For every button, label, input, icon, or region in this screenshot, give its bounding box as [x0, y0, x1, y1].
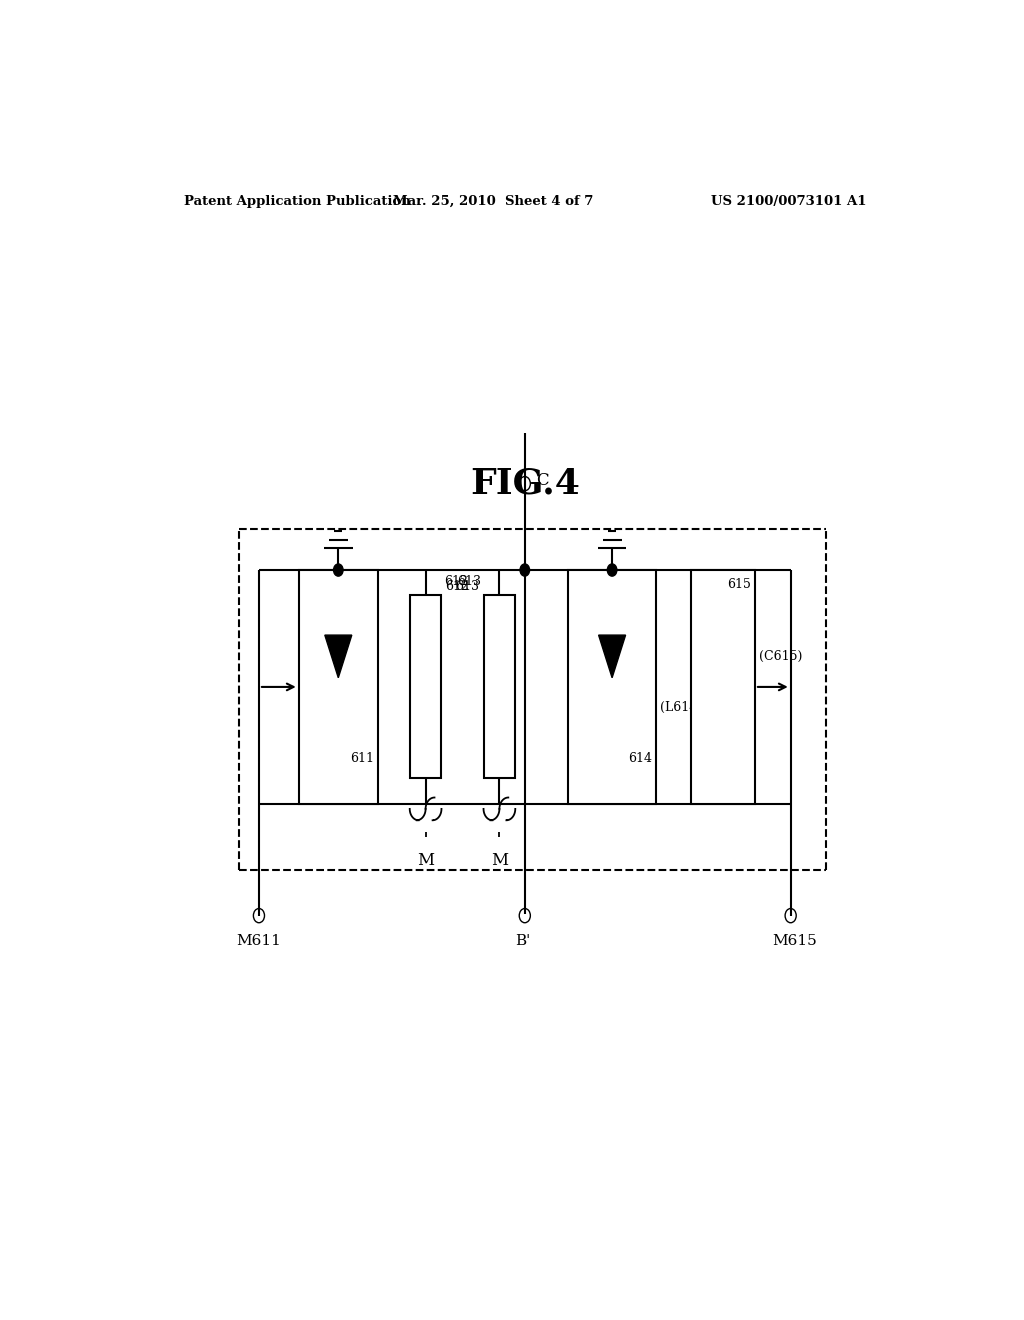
Bar	[568, 570, 655, 804]
Bar	[299, 570, 378, 804]
Bar	[410, 595, 441, 779]
Text: B': B'	[516, 935, 530, 948]
Text: FIG.4: FIG.4	[470, 467, 580, 500]
Text: Mar. 25, 2010  Sheet 4 of 7: Mar. 25, 2010 Sheet 4 of 7	[393, 194, 593, 207]
Text: Patent Application Publication: Patent Application Publication	[183, 194, 411, 207]
Bar	[483, 595, 515, 779]
Text: (C615): (C615)	[759, 649, 802, 663]
Text: 612: 612	[443, 576, 468, 589]
Text: 613: 613	[456, 581, 479, 593]
Circle shape	[520, 564, 529, 576]
Text: 614: 614	[628, 752, 652, 766]
Text: 612: 612	[445, 581, 469, 593]
Text: M: M	[490, 851, 508, 869]
Text: M615: M615	[772, 935, 817, 948]
Text: 615: 615	[727, 578, 751, 591]
Text: 611: 611	[350, 752, 374, 766]
Circle shape	[607, 564, 616, 576]
Circle shape	[334, 564, 343, 576]
Polygon shape	[599, 635, 626, 677]
Text: M: M	[417, 851, 434, 869]
Bar	[691, 570, 755, 804]
Text: C: C	[536, 473, 549, 490]
Text: 613: 613	[457, 576, 481, 589]
Text: M611: M611	[237, 935, 282, 948]
Text: US 2100/0073101 A1: US 2100/0073101 A1	[711, 194, 866, 207]
Text: (L614): (L614)	[659, 701, 701, 714]
Polygon shape	[325, 635, 352, 677]
